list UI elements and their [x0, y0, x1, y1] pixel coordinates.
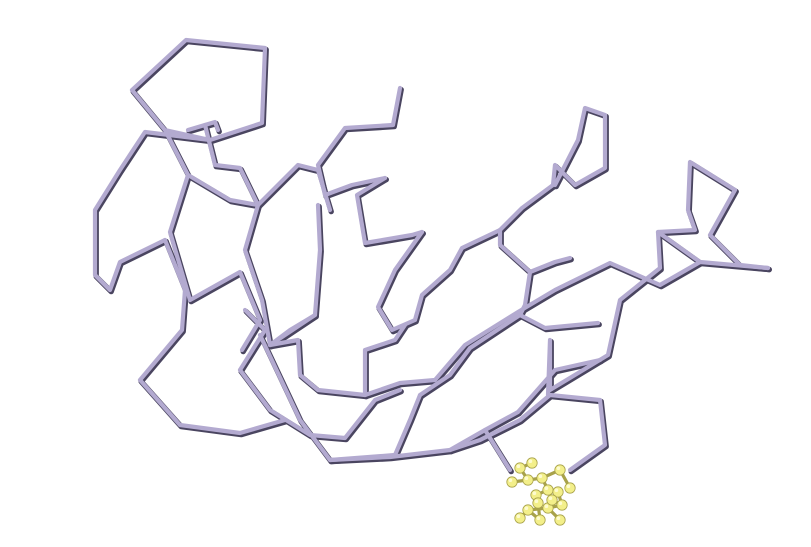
backbone-segment [237, 307, 268, 373]
ligand-atom [506, 476, 518, 488]
backbone-segment [267, 202, 323, 348]
ligand-atom-highlight [544, 486, 549, 491]
backbone-segment [447, 357, 603, 453]
ligand-atom-highlight [524, 476, 529, 481]
ligand-atom [534, 514, 546, 526]
backbone-segment [482, 427, 513, 473]
ligand-atom [542, 484, 554, 496]
ligand-atom [556, 499, 568, 511]
ligand-atom [526, 457, 538, 469]
ligand-atom-highlight [544, 504, 549, 509]
ligand-atom [514, 462, 526, 474]
backbone-segment [655, 159, 771, 271]
ligand-atom-highlight [556, 516, 561, 520]
ligand-atom [546, 494, 558, 506]
ligand-atom-highlight [538, 474, 543, 479]
backbone-segment [375, 227, 503, 333]
protein-backbone-trace [92, 37, 771, 473]
ligand-atom [564, 482, 576, 494]
ligand-atom-highlight [558, 501, 563, 506]
ligand-atom [532, 497, 544, 509]
ligand-atom [536, 472, 548, 484]
ligand-atom-highlight [536, 516, 541, 520]
ligand-atom [554, 514, 566, 526]
backbone-segment [185, 119, 221, 133]
backbone-segment [237, 367, 403, 441]
backbone-segment [327, 392, 608, 473]
ligand-atom-highlight [516, 464, 521, 469]
backbone-segment [417, 312, 523, 398]
ligand-ball-and-stick [506, 457, 576, 526]
backbone-segment [497, 105, 608, 233]
ligand-atom-highlight [524, 506, 529, 511]
backbone-segment [92, 129, 213, 293]
backbone-segment [362, 259, 771, 398]
backbone-segment [315, 85, 403, 198]
backbone-segment [354, 175, 425, 246]
ligand-atom-highlight [508, 478, 513, 483]
ligand-atom [554, 464, 566, 476]
backbone-segment [267, 322, 408, 398]
ligand-atom-highlight [534, 499, 539, 504]
ligand-atom-highlight [528, 459, 533, 464]
ligand-atom [522, 504, 534, 516]
ligand-atom-highlight [548, 496, 553, 501]
ligand-atom [522, 474, 534, 486]
ligand-atom [514, 512, 526, 524]
ligand-atom-highlight [532, 491, 537, 496]
ligand-atom-highlight [556, 466, 561, 471]
ligand-atom-highlight [516, 514, 521, 518]
backbone-segment [545, 229, 663, 398]
ligand-atom-highlight [554, 488, 559, 493]
ligand-atom-highlight [566, 484, 571, 489]
